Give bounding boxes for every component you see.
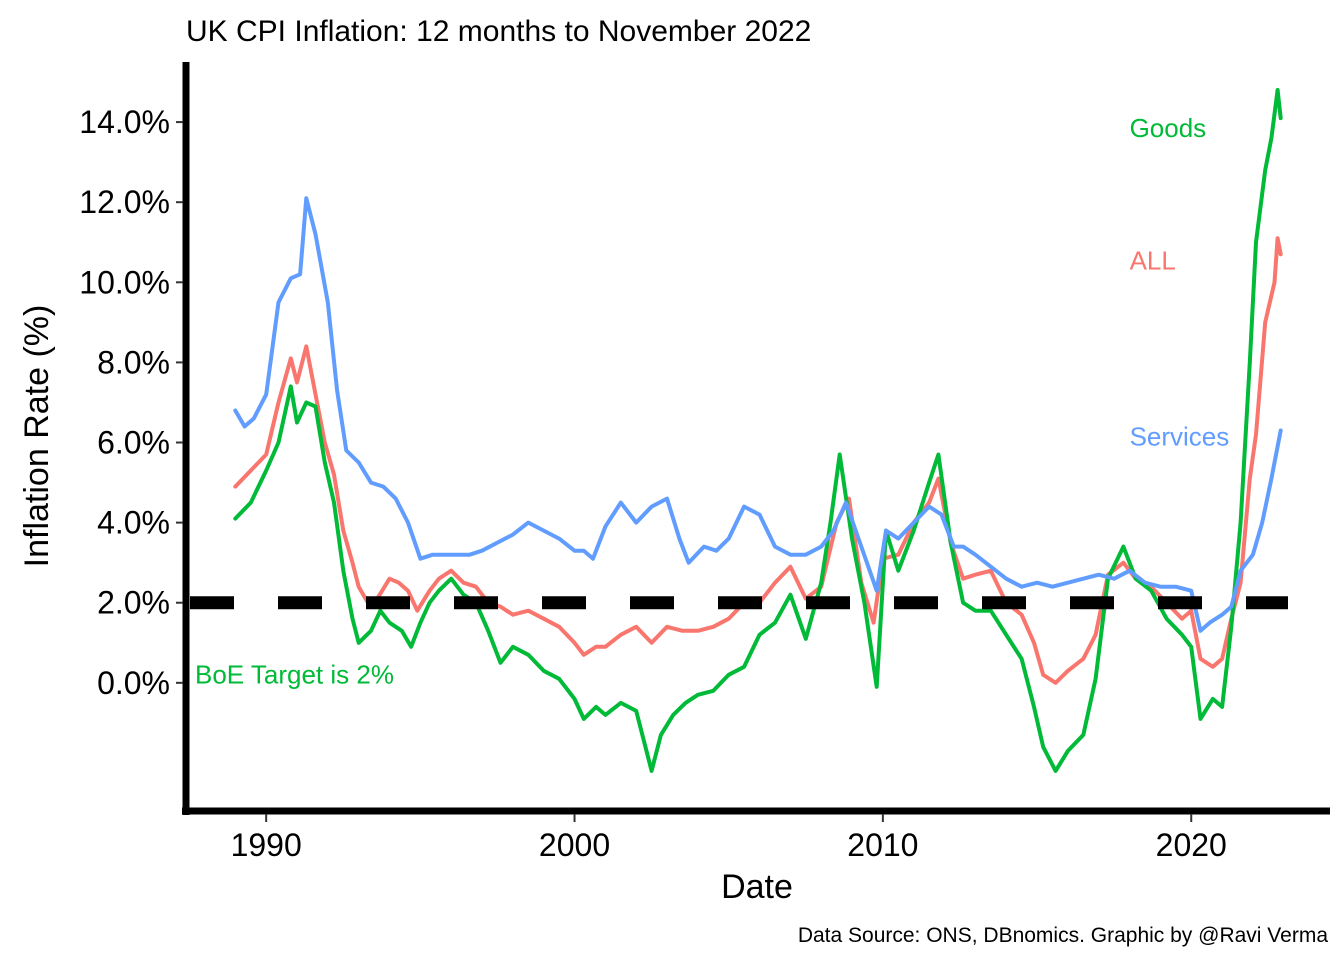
x-axis-ticks: 1990 2000 2010 2020 xyxy=(231,814,1227,863)
series-line-all xyxy=(233,236,1283,685)
y-tick-label: 8.0% xyxy=(97,344,170,380)
series-line-services xyxy=(233,196,1283,633)
plot-area: BoE Target is 2% Goods ALL Services xyxy=(190,88,1288,773)
x-tick-label: 2020 xyxy=(1156,827,1227,863)
y-axis-title: Inflation Rate (%) xyxy=(18,305,56,568)
x-tick-label: 2010 xyxy=(847,827,918,863)
series-label-services: Services xyxy=(1130,422,1230,452)
data-source-caption: Data Source: ONS, DBnomics. Graphic by @… xyxy=(798,924,1328,947)
target-line-label: BoE Target is 2% xyxy=(195,660,394,690)
series-label-all: ALL xyxy=(1130,245,1176,275)
y-tick-label: 0.0% xyxy=(97,665,170,701)
x-axis-title: Date xyxy=(721,868,793,906)
y-tick-label: 12.0% xyxy=(79,184,170,220)
x-tick-label: 1990 xyxy=(231,827,302,863)
series-line-goods xyxy=(233,88,1283,773)
chart-title: UK CPI Inflation: 12 months to November … xyxy=(186,15,811,48)
y-tick-label: 10.0% xyxy=(79,264,170,300)
y-tick-label: 2.0% xyxy=(97,585,170,621)
y-tick-label: 4.0% xyxy=(97,505,170,541)
y-tick-label: 6.0% xyxy=(97,425,170,461)
y-axis-ticks: 0.0% 2.0% 4.0% 6.0% 8.0% 10.0% 12.0% 14.0% xyxy=(79,104,183,701)
y-tick-label: 14.0% xyxy=(79,104,170,140)
x-tick-label: 2000 xyxy=(539,827,610,863)
series-label-goods: Goods xyxy=(1130,113,1207,143)
